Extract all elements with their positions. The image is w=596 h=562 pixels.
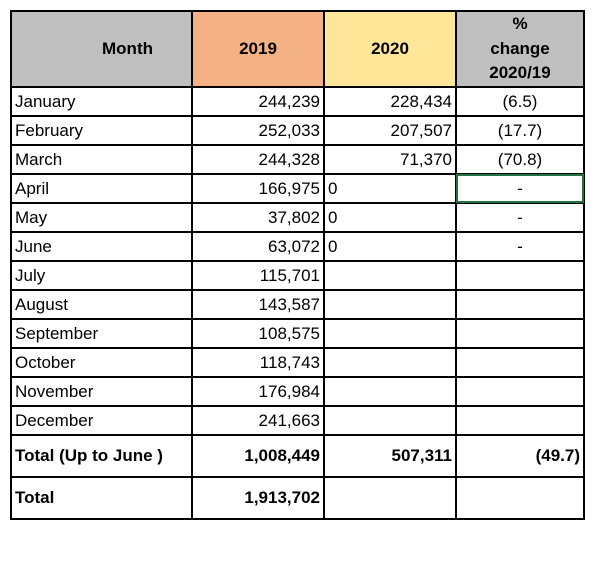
total-up-to-june-label[interactable]: Total (Up to June ): [10, 433, 193, 478]
value-2019-cell[interactable]: 63,072: [191, 230, 325, 262]
month-cell[interactable]: August: [10, 288, 193, 320]
total-2020[interactable]: [323, 475, 457, 520]
value-2020-cell[interactable]: 0: [323, 230, 457, 262]
month-cell[interactable]: July: [10, 259, 193, 291]
header-pct-line3: 2020/19: [489, 63, 551, 83]
month-cell[interactable]: February: [10, 114, 193, 146]
value-2019-cell[interactable]: 115,701: [191, 259, 325, 291]
total-2019[interactable]: 1,913,702: [191, 475, 325, 520]
value-2019-cell[interactable]: 118,743: [191, 346, 325, 378]
header-row: Month 2019 2020 % change 2020/19: [10, 10, 585, 88]
month-cell[interactable]: October: [10, 346, 193, 378]
table-row: July 115,701: [10, 259, 585, 291]
value-2019-cell[interactable]: 244,239: [191, 85, 325, 117]
pct-change-cell-selected[interactable]: -: [455, 172, 585, 204]
total-up-to-june-2019[interactable]: 1,008,449: [191, 433, 325, 478]
total-row: Total 1,913,702: [10, 475, 585, 520]
value-2019-cell[interactable]: 108,575: [191, 317, 325, 349]
header-pct-line1: %: [512, 14, 528, 33]
pct-change-cell[interactable]: (6.5): [455, 85, 585, 117]
value-2019-cell[interactable]: 241,663: [191, 404, 325, 436]
value-2019-cell[interactable]: 166,975: [191, 172, 325, 204]
pct-change-cell[interactable]: [455, 404, 585, 436]
table-row: February 252,033 207,507 (17.7): [10, 114, 585, 146]
header-month[interactable]: Month: [10, 10, 193, 88]
value-2019-cell[interactable]: 176,984: [191, 375, 325, 407]
table-row: September 108,575: [10, 317, 585, 349]
month-cell[interactable]: June: [10, 230, 193, 262]
value-2020-cell[interactable]: 207,507: [323, 114, 457, 146]
pct-change-cell[interactable]: -: [455, 230, 585, 262]
table-row: March 244,328 71,370 (70.8): [10, 143, 585, 175]
table-row: June 63,072 0 -: [10, 230, 585, 262]
table-row: December 241,663: [10, 404, 585, 436]
value-2020-cell[interactable]: 0: [323, 201, 457, 233]
month-cell[interactable]: November: [10, 375, 193, 407]
table-row: August 143,587: [10, 288, 585, 320]
pct-change-cell[interactable]: [455, 346, 585, 378]
total-pct[interactable]: [455, 475, 585, 520]
value-2020-cell[interactable]: [323, 404, 457, 436]
header-2020[interactable]: 2020: [323, 10, 457, 88]
value-2020-cell[interactable]: [323, 317, 457, 349]
value-2019-cell[interactable]: 143,587: [191, 288, 325, 320]
pct-change-cell[interactable]: [455, 317, 585, 349]
table-row: October 118,743: [10, 346, 585, 378]
pct-change-cell[interactable]: (17.7): [455, 114, 585, 146]
table-row: April 166,975 0 -: [10, 172, 585, 204]
month-cell[interactable]: December: [10, 404, 193, 436]
value-2020-cell[interactable]: 228,434: [323, 85, 457, 117]
month-cell[interactable]: May: [10, 201, 193, 233]
month-cell[interactable]: September: [10, 317, 193, 349]
month-cell[interactable]: April: [10, 172, 193, 204]
total-label[interactable]: Total: [10, 475, 193, 520]
pct-change-cell[interactable]: -: [455, 201, 585, 233]
value-2019-cell[interactable]: 244,328: [191, 143, 325, 175]
header-pct-line2: change: [490, 38, 550, 58]
value-2019-cell[interactable]: 37,802: [191, 201, 325, 233]
pct-change-cell[interactable]: [455, 259, 585, 291]
value-2020-cell[interactable]: 0: [323, 172, 457, 204]
total-up-to-june-pct[interactable]: (49.7): [455, 433, 585, 478]
month-cell[interactable]: January: [10, 85, 193, 117]
pct-change-cell[interactable]: [455, 375, 585, 407]
pct-change-cell[interactable]: (70.8): [455, 143, 585, 175]
header-2019[interactable]: 2019: [191, 10, 325, 88]
month-cell[interactable]: March: [10, 143, 193, 175]
table-row: November 176,984: [10, 375, 585, 407]
table-row: January 244,239 228,434 (6.5): [10, 85, 585, 117]
pct-change-cell[interactable]: [455, 288, 585, 320]
table-row: May 37,802 0 -: [10, 201, 585, 233]
header-pct-change[interactable]: % change 2020/19: [455, 10, 585, 88]
total-up-to-june-2020[interactable]: 507,311: [323, 433, 457, 478]
value-2020-cell[interactable]: [323, 375, 457, 407]
value-2020-cell[interactable]: [323, 346, 457, 378]
value-2020-cell[interactable]: [323, 259, 457, 291]
total-up-to-june-row: Total (Up to June ) 1,008,449 507,311 (4…: [10, 433, 585, 478]
spreadsheet-table: Month 2019 2020 % change 2020/19 January…: [10, 10, 585, 520]
value-2020-cell[interactable]: 71,370: [323, 143, 457, 175]
value-2020-cell[interactable]: [323, 288, 457, 320]
value-2019-cell[interactable]: 252,033: [191, 114, 325, 146]
